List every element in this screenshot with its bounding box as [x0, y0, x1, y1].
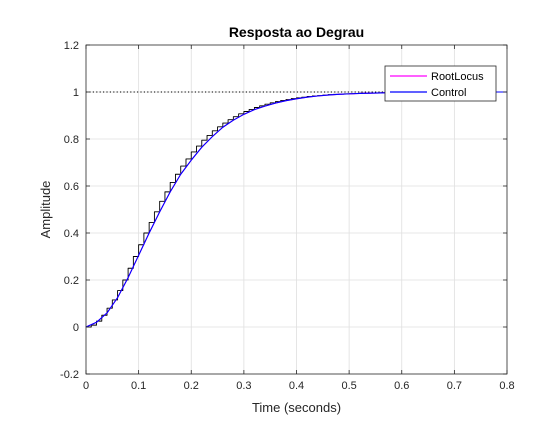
- y-tick-label: 1.2: [64, 40, 79, 52]
- y-tick-label: 0.2: [64, 275, 79, 287]
- y-tick-label: 0: [73, 322, 79, 334]
- legend: RootLocus Control: [384, 65, 497, 102]
- y-tick-label: 0.8: [64, 134, 79, 146]
- legend-label-control: Control: [431, 87, 466, 99]
- chart-title: Resposta ao Degrau: [229, 24, 364, 40]
- legend-label-rootlocus: RootLocus: [431, 71, 484, 83]
- x-axis-label: Time (seconds): [252, 400, 341, 415]
- x-tick-label: 0.2: [184, 380, 199, 392]
- x-tick-label: 0: [83, 380, 89, 392]
- y-tick-label: 0.6: [64, 181, 79, 193]
- x-tick-label: 0.4: [289, 380, 304, 392]
- y-tick-label: -0.2: [60, 369, 79, 381]
- x-tick-label: 0.8: [499, 380, 514, 392]
- x-tick-label: 0.3: [236, 380, 251, 392]
- x-tick-label: 0.7: [447, 380, 462, 392]
- y-tick-label: 0.4: [64, 228, 79, 240]
- x-tick-label: 0.1: [131, 380, 146, 392]
- y-axis-label: Amplitude: [38, 181, 53, 239]
- legend-box: [384, 65, 497, 102]
- x-tick-label: 0.6: [394, 380, 409, 392]
- x-axis-ticks: 0 0.1 0.2 0.3 0.4 0.5 0.6 0.7 0.8: [83, 45, 515, 392]
- y-tick-label: 1: [73, 87, 79, 99]
- y-axis-ticks: -0.2 0 0.2 0.4 0.6 0.8 1 1.2: [60, 40, 507, 381]
- x-tick-label: 0.5: [341, 380, 356, 392]
